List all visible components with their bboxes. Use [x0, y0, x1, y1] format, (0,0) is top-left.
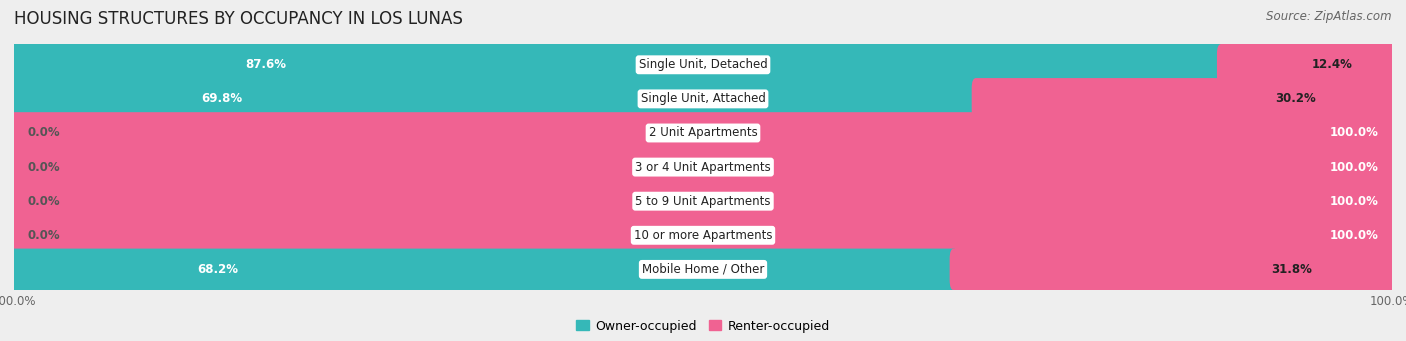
FancyBboxPatch shape	[10, 109, 1396, 157]
Text: 68.2%: 68.2%	[197, 263, 238, 276]
Text: 31.8%: 31.8%	[1271, 263, 1312, 276]
Text: 12.4%: 12.4%	[1312, 58, 1353, 71]
Text: 0.0%: 0.0%	[28, 229, 60, 242]
Text: Source: ZipAtlas.com: Source: ZipAtlas.com	[1267, 10, 1392, 23]
FancyBboxPatch shape	[10, 146, 1396, 188]
FancyBboxPatch shape	[10, 180, 1396, 222]
Text: 100.0%: 100.0%	[1329, 195, 1378, 208]
Text: 10 or more Apartments: 10 or more Apartments	[634, 229, 772, 242]
FancyBboxPatch shape	[1218, 44, 1396, 86]
FancyBboxPatch shape	[10, 214, 1396, 256]
Text: 100.0%: 100.0%	[1329, 161, 1378, 174]
Text: 69.8%: 69.8%	[201, 92, 242, 105]
Text: Single Unit, Detached: Single Unit, Detached	[638, 58, 768, 71]
FancyBboxPatch shape	[949, 249, 1396, 290]
Text: 5 to 9 Unit Apartments: 5 to 9 Unit Apartments	[636, 195, 770, 208]
Text: 100.0%: 100.0%	[1329, 127, 1378, 139]
FancyBboxPatch shape	[10, 75, 1396, 122]
Text: 3 or 4 Unit Apartments: 3 or 4 Unit Apartments	[636, 161, 770, 174]
Text: HOUSING STRUCTURES BY OCCUPANCY IN LOS LUNAS: HOUSING STRUCTURES BY OCCUPANCY IN LOS L…	[14, 10, 463, 28]
Legend: Owner-occupied, Renter-occupied: Owner-occupied, Renter-occupied	[571, 315, 835, 338]
Text: 2 Unit Apartments: 2 Unit Apartments	[648, 127, 758, 139]
Text: 100.0%: 100.0%	[1329, 229, 1378, 242]
FancyBboxPatch shape	[10, 144, 1396, 191]
FancyBboxPatch shape	[10, 246, 1396, 293]
FancyBboxPatch shape	[10, 41, 1396, 88]
FancyBboxPatch shape	[10, 249, 957, 290]
Text: 0.0%: 0.0%	[28, 127, 60, 139]
Text: 87.6%: 87.6%	[245, 58, 285, 71]
Text: 30.2%: 30.2%	[1275, 92, 1316, 105]
FancyBboxPatch shape	[10, 78, 980, 120]
Text: Mobile Home / Other: Mobile Home / Other	[641, 263, 765, 276]
FancyBboxPatch shape	[10, 212, 1396, 259]
Text: 0.0%: 0.0%	[28, 195, 60, 208]
Text: 0.0%: 0.0%	[28, 161, 60, 174]
FancyBboxPatch shape	[972, 78, 1396, 120]
FancyBboxPatch shape	[10, 44, 1225, 86]
Text: Single Unit, Attached: Single Unit, Attached	[641, 92, 765, 105]
FancyBboxPatch shape	[10, 178, 1396, 225]
FancyBboxPatch shape	[10, 112, 1396, 154]
